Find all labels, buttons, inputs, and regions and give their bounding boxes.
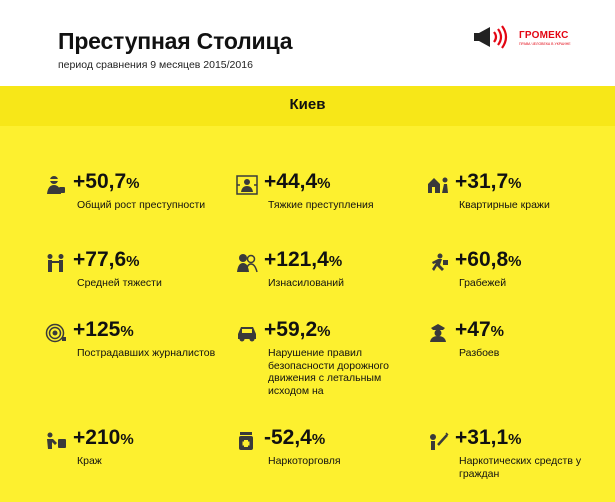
- stat-label: Пострадавших журналистов: [77, 347, 216, 359]
- target-person-icon: [236, 175, 258, 195]
- city-bar: Киев: [0, 86, 615, 126]
- stat-value: +47%: [455, 318, 504, 341]
- header: Преступная Столица период сравнения 9 ме…: [0, 0, 615, 80]
- stat-value: +60,8%: [455, 248, 522, 271]
- stat-value: +31,1%: [455, 426, 522, 449]
- syringe-person-icon: [430, 432, 449, 450]
- stat-value: +210%: [73, 426, 134, 449]
- bag-thief-icon: [47, 432, 66, 449]
- burglar-house-icon: [428, 177, 448, 193]
- stat-label: Наркоторговля: [268, 455, 341, 467]
- stat-label: Изнасилований: [268, 277, 345, 289]
- stat-label: Нарушение правил безопасности дорожного …: [268, 347, 389, 397]
- logo: ГРОМЕКС ПРАВА ЧЕЛОВЕКА В УКРАИНЕ: [472, 24, 582, 50]
- stat-label: Средней тяжести: [77, 277, 162, 289]
- page-subtitle: период сравнения 9 месяцев 2015/2016: [58, 59, 253, 71]
- car-icon: [238, 327, 256, 342]
- stat-value: +59,2%: [264, 318, 331, 341]
- stat-label: Грабежей: [459, 277, 507, 289]
- stat-label: Разбоев: [459, 347, 500, 359]
- camera-lens-icon: [45, 323, 66, 343]
- stat-label: Общий рост преступности: [77, 199, 206, 211]
- stat-value: +31,7%: [455, 170, 522, 193]
- city-name: Киев: [289, 96, 326, 113]
- page-title: Преступная Столица: [58, 28, 293, 54]
- stat-value: +121,4%: [264, 248, 343, 271]
- stat-value: +50,7%: [73, 170, 140, 193]
- stat-value: +77,6%: [73, 248, 140, 271]
- fight-icon: [47, 254, 64, 272]
- police-icon: [430, 324, 446, 342]
- megaphone-logo-icon: [474, 25, 508, 49]
- couple-icon: [237, 254, 258, 273]
- stat-label: Тяжкие преступления: [268, 199, 374, 211]
- stat-label: Наркотических средств у граждан: [459, 455, 582, 480]
- logo-name: ГРОМЕКС: [519, 30, 569, 41]
- logo-tagline: ПРАВА ЧЕЛОВЕКА В УКРАИНЕ: [519, 42, 571, 46]
- stat-label: Краж: [77, 455, 102, 467]
- running-man-icon: [432, 253, 448, 271]
- pill-jar-icon: [239, 432, 253, 450]
- thief-icon: [47, 176, 65, 194]
- stat-value: -52,4%: [264, 426, 326, 449]
- stat-label: Квартирные кражи: [459, 199, 550, 211]
- stat-value: +44,4%: [264, 170, 331, 193]
- stats-board: Киев +50,7% Общий рост преступности +44,…: [0, 86, 615, 502]
- stat-value: +125%: [73, 318, 134, 341]
